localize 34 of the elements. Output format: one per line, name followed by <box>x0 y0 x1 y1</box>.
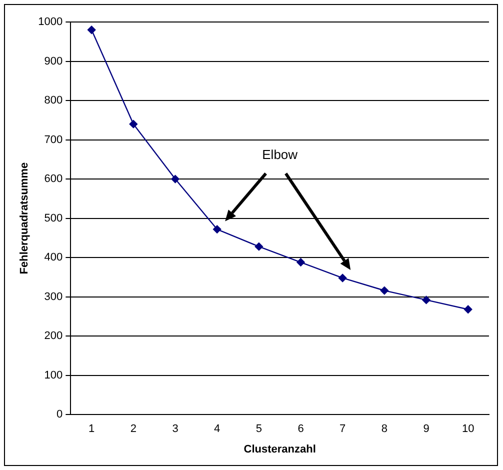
point <box>422 296 430 304</box>
y-tick-label: 0 <box>56 408 63 421</box>
y-tick-label: 100 <box>44 369 63 382</box>
x-tick-label: 6 <box>298 423 304 436</box>
y-axis-title: Fehlerquadratsumme <box>18 162 31 274</box>
point <box>129 120 138 128</box>
x-tick-label: 4 <box>214 423 220 436</box>
y-tick-label: 500 <box>44 212 63 224</box>
point <box>254 242 264 251</box>
point <box>171 174 180 184</box>
y-tick-label: 800 <box>44 94 63 107</box>
x-tick-label: 9 <box>423 423 430 436</box>
x-tick-label: 10 <box>462 423 474 436</box>
x-tick-label: 8 <box>381 423 388 436</box>
y-tick-label: 700 <box>44 134 63 146</box>
y-tick-label: 300 <box>44 290 63 303</box>
point <box>380 286 389 295</box>
point <box>212 225 222 234</box>
y-tick-label: 600 <box>44 173 63 186</box>
y-tick-label: 1000 <box>38 16 63 28</box>
point <box>338 274 347 282</box>
x-tick-label: 5 <box>256 423 262 436</box>
x-tick-label: 1 <box>88 423 95 436</box>
y-tick-label: 900 <box>44 55 63 68</box>
y-tick-label: 200 <box>44 330 63 342</box>
x-tick-label: 7 <box>340 423 346 436</box>
x-axis-title: Clusteranzahl <box>244 443 316 456</box>
annotation: Elbow <box>262 147 298 162</box>
point <box>464 305 472 314</box>
y-tick-label: 400 <box>44 252 63 264</box>
x-tick-label: 2 <box>130 423 136 436</box>
point <box>296 258 305 266</box>
x-tick-label: 3 <box>172 423 178 436</box>
point <box>87 26 96 34</box>
